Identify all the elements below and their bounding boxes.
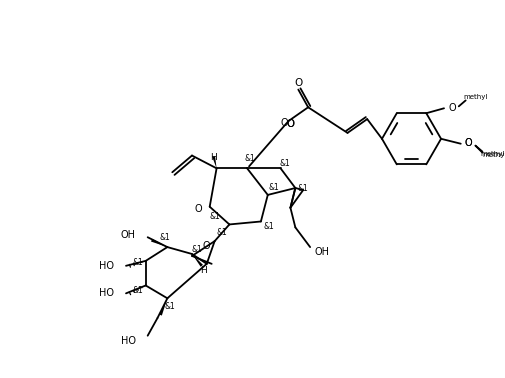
Text: O: O (286, 119, 294, 129)
Text: HO: HO (121, 336, 136, 345)
Text: O: O (447, 103, 455, 113)
Text: &1: &1 (132, 258, 143, 267)
Text: &1: &1 (165, 302, 175, 311)
Text: H: H (210, 153, 217, 162)
Text: methyl: methyl (479, 150, 503, 156)
Text: O: O (464, 138, 472, 148)
Text: O: O (464, 138, 472, 148)
Polygon shape (191, 254, 203, 267)
Text: &1: &1 (244, 154, 255, 163)
Text: &1: &1 (191, 245, 202, 254)
Text: &1: &1 (159, 233, 170, 242)
Text: &1: &1 (209, 212, 220, 221)
Text: &1: &1 (268, 183, 279, 192)
Text: O: O (194, 204, 201, 214)
Text: &1: &1 (263, 222, 274, 231)
Text: methyl: methyl (463, 94, 487, 101)
Polygon shape (159, 298, 167, 316)
Text: &1: &1 (216, 228, 226, 237)
Text: OH: OH (121, 230, 136, 240)
Text: HO: HO (99, 288, 114, 298)
Polygon shape (212, 156, 216, 168)
Text: &1: &1 (132, 286, 143, 295)
Text: &1: &1 (279, 159, 289, 168)
Text: OH: OH (314, 247, 329, 257)
Text: O: O (293, 77, 302, 88)
Polygon shape (150, 239, 167, 247)
Text: O: O (203, 241, 210, 251)
Text: O: O (280, 118, 288, 128)
Text: O: O (286, 119, 294, 129)
Text: methyl: methyl (481, 152, 505, 158)
Text: H: H (200, 266, 207, 275)
Text: HO: HO (99, 261, 114, 271)
Text: &1: &1 (297, 183, 308, 192)
